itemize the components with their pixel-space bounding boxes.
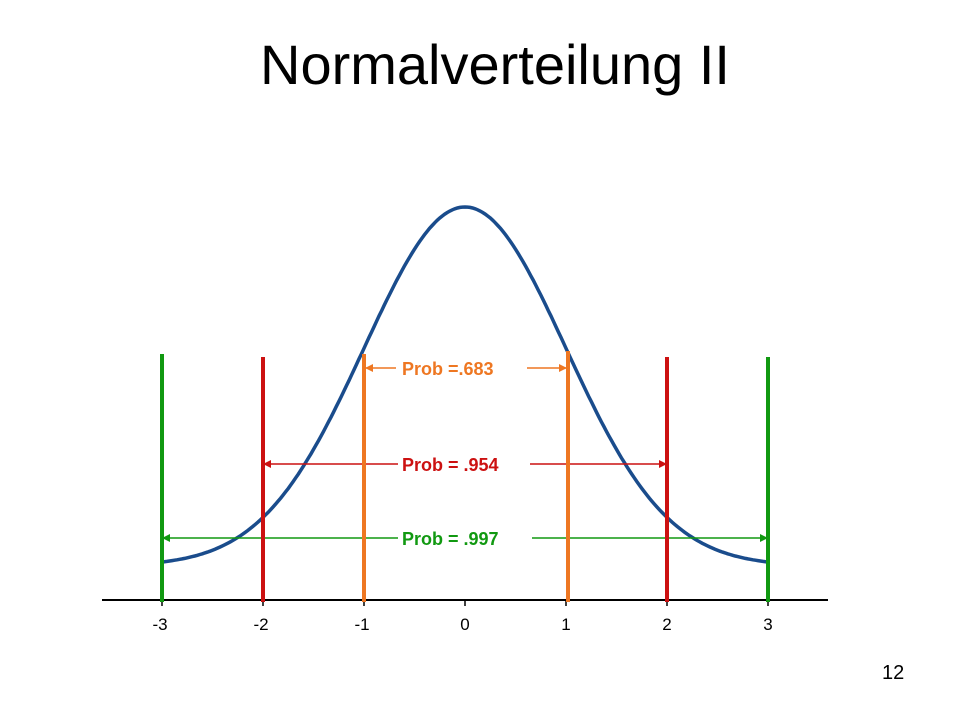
tick-label: -2: [253, 615, 268, 634]
interval-3-sigma: Prob = .997: [160, 354, 770, 602]
page-number: 12: [882, 662, 905, 684]
tick-label: 3: [763, 615, 772, 634]
tick-label: 2: [662, 615, 671, 634]
tick-label: -3: [152, 615, 167, 634]
tick-label: 1: [561, 615, 570, 634]
probability-label-954: Prob = .954: [402, 455, 499, 475]
bell-curve: [161, 205, 769, 564]
tick-label: 0: [460, 615, 469, 634]
interval-2-sigma: Prob = .954: [261, 357, 669, 602]
probability-label-683: Prob =.683: [402, 359, 494, 379]
x-axis-tick-labels: -3 -2 -1 0 1 2 3: [152, 615, 772, 634]
tick-label: -1: [354, 615, 369, 634]
interval-1-sigma: Prob =.683: [362, 351, 570, 602]
slide-title: Normalverteilung II: [260, 33, 730, 96]
probability-label-997: Prob = .997: [402, 529, 499, 549]
